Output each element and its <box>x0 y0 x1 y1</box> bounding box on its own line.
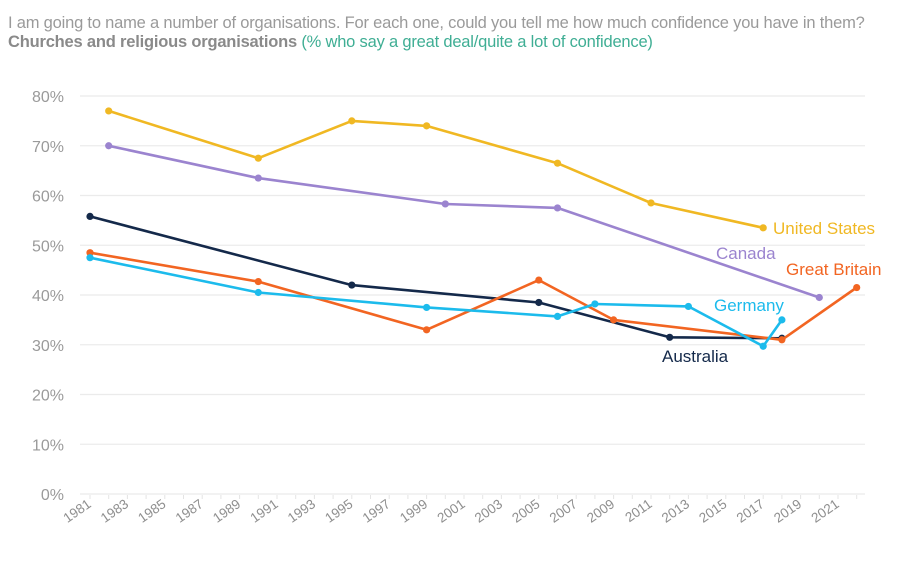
data-point-germany <box>778 316 786 324</box>
chart-title: I am going to name a number of organisat… <box>8 14 898 52</box>
series-line-germany <box>89 256 783 348</box>
x-tick-label: 2013 <box>659 496 692 526</box>
x-axis: 1981 1983 1985 1987 1989 1991 1993 1995 1997 1999… <box>61 495 858 526</box>
y-tick-label: 10% <box>32 437 64 454</box>
y-tick-label: 80% <box>32 89 64 106</box>
data-point-united-states <box>423 122 431 130</box>
data-point-canada <box>815 293 823 302</box>
series-label-canada: Canada <box>716 244 776 263</box>
data-point-great-britain <box>86 249 94 257</box>
series-united-states <box>105 107 767 232</box>
x-tick-label: 2003 <box>472 496 505 526</box>
series-line-united-states <box>108 109 764 230</box>
x-tick-label: 1987 <box>173 496 206 526</box>
y-tick-label: 60% <box>32 189 64 206</box>
series-label-australia: Australia <box>662 347 729 366</box>
data-point-germany <box>86 254 94 262</box>
x-tick-label: 2019 <box>771 496 804 526</box>
x-tick-label: 2007 <box>547 496 580 526</box>
x-tick-label: 2005 <box>509 496 542 526</box>
x-tick-label: 2015 <box>696 496 729 526</box>
series-lines <box>86 107 861 350</box>
x-tick-label: 2011 <box>622 496 654 525</box>
data-point-australia <box>86 212 94 220</box>
series-label-germany: Germany <box>714 296 784 315</box>
x-tick-label: 1985 <box>135 496 168 526</box>
data-point-united-states <box>553 159 562 167</box>
x-tick-label: 1997 <box>360 496 393 526</box>
series-line-australia <box>89 215 782 340</box>
data-point-great-britain <box>535 276 543 284</box>
data-point-united-states <box>254 154 262 162</box>
data-point-united-states <box>759 224 767 232</box>
gridlines <box>80 95 865 495</box>
data-point-germany <box>684 302 693 311</box>
x-tick-label: 2017 <box>734 496 767 526</box>
data-point-australia <box>348 281 356 289</box>
x-tick-label: 1981 <box>61 496 94 526</box>
y-tick-label: 40% <box>32 288 64 305</box>
series-labels: United States Canada Australia Great Britai… <box>662 219 881 366</box>
series-label-united-states: United States <box>773 219 875 238</box>
data-point-great-britain <box>610 316 618 324</box>
data-point-united-states <box>348 117 356 125</box>
x-tick-label: 1993 <box>285 496 318 526</box>
data-point-canada <box>105 142 113 150</box>
title-measure: (% who say a great deal/quite a lot of c… <box>296 33 653 51</box>
y-tick-label: 50% <box>32 238 64 255</box>
title-subject: Churches and religious organisations <box>8 33 297 51</box>
data-point-great-britain <box>853 283 861 292</box>
x-tick-label: 1991 <box>248 496 281 526</box>
series-australia <box>86 212 786 342</box>
y-tick-label: 70% <box>32 139 64 156</box>
x-tick-label: 1995 <box>322 496 355 526</box>
data-point-united-states <box>105 107 113 115</box>
data-point-great-britain <box>423 326 431 334</box>
data-point-australia <box>666 333 674 341</box>
x-tick-label: 2021 <box>809 496 842 526</box>
data-point-canada <box>441 200 449 208</box>
data-point-germany <box>254 288 262 297</box>
data-point-united-states <box>647 199 655 207</box>
data-point-canada <box>553 204 562 212</box>
data-point-great-britain <box>254 277 262 286</box>
y-tick-label: 0% <box>41 487 64 504</box>
x-tick-label: 1983 <box>98 496 131 526</box>
data-point-germany <box>759 342 767 350</box>
y-axis-ticks: 0% 10% 20% 30% 40% 50% 60% 70% 80% <box>32 89 64 504</box>
y-tick-label: 20% <box>32 388 64 405</box>
y-tick-label: 30% <box>32 338 64 355</box>
data-point-great-britain <box>778 336 786 344</box>
x-tick-label: 1999 <box>397 496 430 526</box>
x-tick-label: 2001 <box>435 496 468 526</box>
x-tick-label: 1989 <box>210 496 243 526</box>
series-label-great-britain: Great Britain <box>786 260 881 279</box>
series-great-britain <box>86 249 861 344</box>
title-intro: I am going to name a number of organisat… <box>8 14 865 32</box>
data-point-germany <box>423 303 431 312</box>
data-point-canada <box>254 174 262 182</box>
series-canada <box>105 142 823 302</box>
data-point-australia <box>535 298 543 307</box>
data-point-germany <box>553 312 562 320</box>
series-germany <box>86 254 786 350</box>
x-tick-label: 2009 <box>584 496 617 526</box>
data-point-germany <box>591 300 599 308</box>
